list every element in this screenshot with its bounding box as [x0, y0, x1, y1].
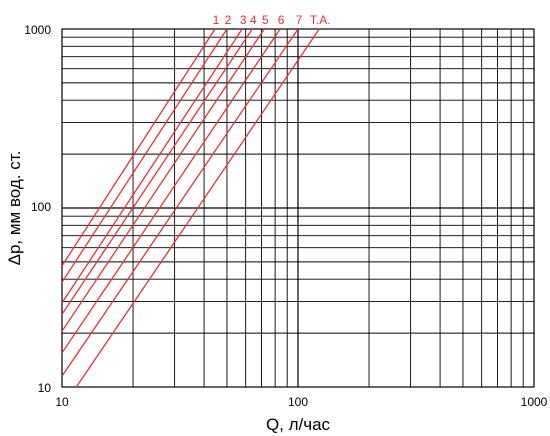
series-line-6: [61, 28, 281, 354]
series-label-8: Т.А.: [310, 13, 331, 27]
series-line-2: [61, 28, 228, 283]
series-line-3: [61, 28, 243, 304]
x-tick-1000: 1000: [521, 395, 548, 409]
series-label-1: 1: [213, 13, 220, 27]
x-tick-10: 10: [55, 395, 69, 409]
y-tick-10: 10: [38, 381, 52, 395]
series-line-4: [61, 28, 253, 315]
series-line-5: [61, 28, 265, 332]
y-tick-100: 100: [31, 200, 51, 214]
series-label-2: 2: [225, 13, 232, 27]
y-axis-label: Δp, мм вод. ст.: [5, 151, 24, 266]
series-label-7: 7: [296, 13, 303, 27]
series-label-5: 5: [262, 13, 269, 27]
x-tick-100: 100: [288, 395, 308, 409]
tick-labels: 10 100 1000 1000 100 10: [24, 23, 547, 409]
y-tick-1000: 1000: [24, 23, 51, 37]
series-label-3: 3: [240, 13, 247, 27]
series-line-8: [75, 28, 320, 388]
series-label-6: 6: [278, 13, 285, 27]
series-line-7: [61, 28, 299, 377]
series-label-4: 4: [250, 13, 257, 27]
x-axis-label: Q, л/час: [266, 415, 331, 434]
series-line-1: [61, 28, 216, 267]
series-labels: 1 2 3 4 5 6 7 Т.А.: [213, 13, 331, 27]
series-lines: [61, 28, 320, 388]
